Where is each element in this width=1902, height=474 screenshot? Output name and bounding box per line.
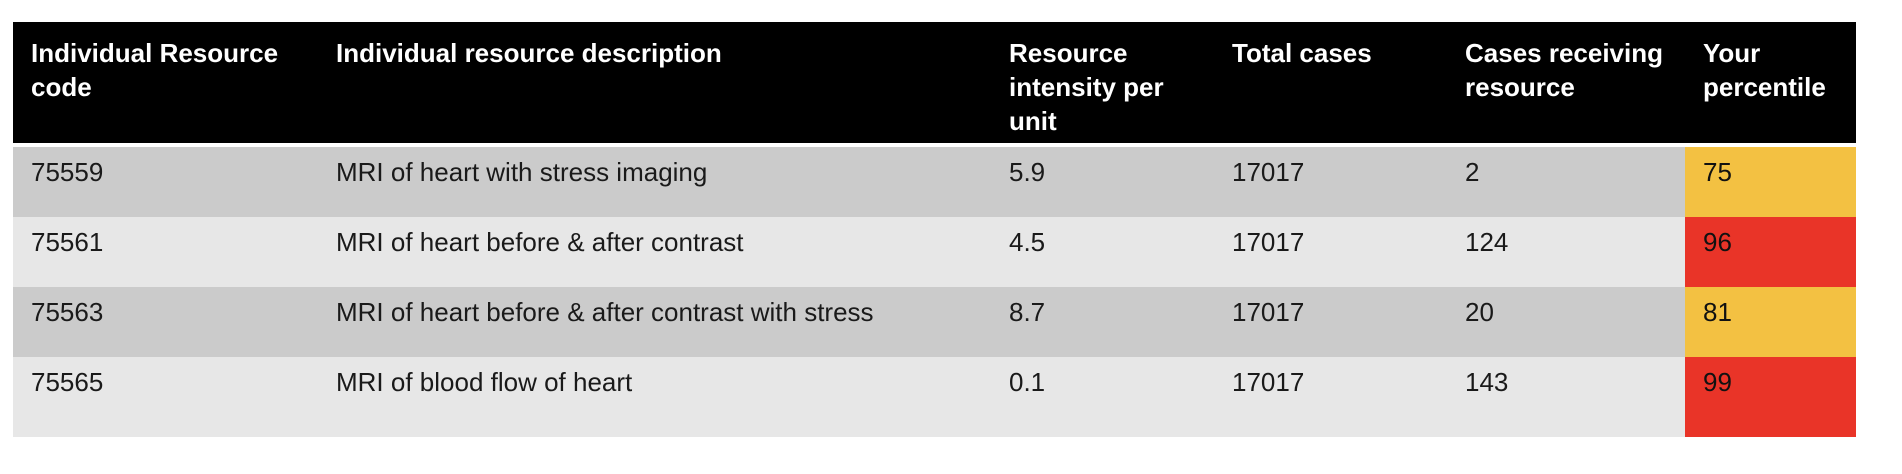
table-row: 75559 MRI of heart with stress imaging 5… bbox=[13, 147, 1856, 217]
table-row: 75565 MRI of blood flow of heart 0.1 170… bbox=[13, 357, 1856, 437]
col-header-individual-resource-code: Individual Resource code bbox=[13, 22, 318, 147]
cell-cases-receiving: 2 bbox=[1447, 147, 1685, 217]
table-row: 75563 MRI of heart before & after contra… bbox=[13, 287, 1856, 357]
cell-total-cases: 17017 bbox=[1214, 217, 1447, 287]
cell-resource-code: 75563 bbox=[13, 287, 318, 357]
col-header-your-percentile: Your percentile bbox=[1685, 22, 1856, 147]
cell-cases-receiving: 20 bbox=[1447, 287, 1685, 357]
cell-resource-description: MRI of heart before & after contrast bbox=[318, 217, 991, 287]
col-header-individual-resource-description: Individual resource description bbox=[318, 22, 991, 147]
cell-your-percentile: 99 bbox=[1685, 357, 1856, 437]
header-row: Individual Resource code Individual reso… bbox=[13, 22, 1856, 147]
cell-resource-intensity: 4.5 bbox=[991, 217, 1214, 287]
cell-total-cases: 17017 bbox=[1214, 147, 1447, 217]
col-header-total-cases: Total cases bbox=[1214, 22, 1447, 147]
table-row: 75561 MRI of heart before & after contra… bbox=[13, 217, 1856, 287]
cell-resource-intensity: 0.1 bbox=[991, 357, 1214, 437]
resource-utilization-table: Individual Resource code Individual reso… bbox=[13, 22, 1856, 437]
cell-resource-code: 75559 bbox=[13, 147, 318, 217]
cell-resource-intensity: 5.9 bbox=[991, 147, 1214, 217]
cell-resource-description: MRI of heart before & after contrast wit… bbox=[318, 287, 991, 357]
cell-cases-receiving: 143 bbox=[1447, 357, 1685, 437]
cell-cases-receiving: 124 bbox=[1447, 217, 1685, 287]
cell-your-percentile: 75 bbox=[1685, 147, 1856, 217]
cell-total-cases: 17017 bbox=[1214, 287, 1447, 357]
cell-resource-description: MRI of heart with stress imaging bbox=[318, 147, 991, 217]
cell-resource-description: MRI of blood flow of heart bbox=[318, 357, 991, 437]
cell-your-percentile: 96 bbox=[1685, 217, 1856, 287]
cell-resource-code: 75565 bbox=[13, 357, 318, 437]
cell-resource-intensity: 8.7 bbox=[991, 287, 1214, 357]
col-header-resource-intensity-per-unit: Resource intensity per unit bbox=[991, 22, 1214, 147]
cell-total-cases: 17017 bbox=[1214, 357, 1447, 437]
col-header-cases-receiving-resource: Cases receiving resource bbox=[1447, 22, 1685, 147]
cell-resource-code: 75561 bbox=[13, 217, 318, 287]
cell-your-percentile: 81 bbox=[1685, 287, 1856, 357]
